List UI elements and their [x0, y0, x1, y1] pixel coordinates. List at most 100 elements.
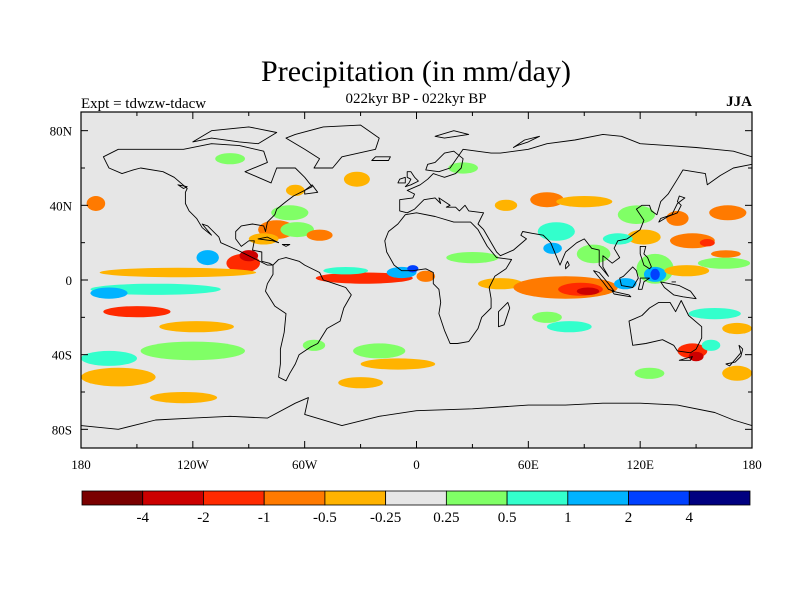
latitude-axis: 80N 40N 0 40S 80S — [50, 124, 752, 437]
anomaly-region-10 — [81, 367, 156, 387]
coastline-28 — [678, 356, 693, 361]
anomaly-region-16 — [271, 205, 309, 221]
anomaly-region-15 — [280, 222, 315, 238]
anomaly-region-6 — [196, 250, 219, 266]
coastline-20 — [257, 236, 280, 244]
figure-title: Precipitation (in mm/day) — [261, 55, 571, 88]
lat-tick-label-3: 40S — [52, 348, 72, 363]
anomaly-region-30 — [494, 199, 518, 211]
anomaly-region-38 — [576, 287, 600, 295]
lon-tick-label-5: 120E — [626, 457, 654, 472]
experiment-label: Expt = tdwzw-tdacw — [81, 96, 206, 112]
coastline-6 — [81, 397, 752, 448]
colorbar-label-4: -0.25 — [370, 510, 401, 526]
coastline-16 — [404, 171, 419, 188]
lon-tick-label-0: 180 — [71, 457, 91, 472]
coastline-13 — [658, 195, 686, 223]
lon-tick-label-6: 180 — [742, 457, 762, 472]
colorbar-swatch-10 — [688, 490, 751, 506]
colorbar-label-9: 4 — [686, 510, 694, 526]
lon-tick-label-3: 0 — [413, 457, 420, 472]
coastline-2 — [285, 124, 380, 169]
anomaly-region-19 — [315, 272, 413, 284]
coastline-26 — [512, 135, 540, 148]
anomaly-region-62 — [722, 365, 752, 381]
colorbar-label-8: 2 — [625, 510, 633, 526]
anomaly-region-59 — [688, 351, 704, 362]
anomaly-region-32 — [530, 192, 564, 208]
anomaly-region-51 — [664, 265, 710, 277]
lon-tick-label-2: 60W — [292, 457, 318, 472]
anomaly-region-3 — [103, 306, 171, 318]
anomaly-region-18 — [306, 229, 333, 241]
anomaly-region-31 — [448, 162, 478, 174]
anomaly-region-25 — [353, 343, 406, 359]
anomaly-region-48 — [614, 278, 637, 290]
coastline-layer — [81, 124, 752, 448]
coastline-11 — [660, 281, 697, 300]
colorbar-swatch-9 — [628, 490, 690, 506]
colorbar-swatch-7 — [506, 490, 569, 506]
lat-tick-label-2: 0 — [66, 273, 73, 288]
coastline-17 — [397, 176, 406, 184]
lon-tick-label-4: 60E — [518, 457, 539, 472]
anomaly-region-8 — [140, 341, 245, 361]
coastline-24 — [192, 126, 278, 145]
anomaly-region-56 — [688, 308, 741, 320]
coastline-22 — [304, 184, 319, 195]
coastline-19 — [725, 344, 744, 367]
anomaly-region-47 — [650, 268, 660, 280]
anomaly-region-43 — [627, 229, 661, 245]
anomaly-region-7 — [159, 321, 234, 333]
anomaly-region-24 — [343, 171, 370, 187]
colorbar-swatch-4 — [324, 490, 387, 506]
anomaly-region-20 — [323, 267, 369, 275]
anomaly-region-55 — [711, 250, 741, 258]
coastline-0 — [102, 143, 313, 266]
anomaly-region-26 — [360, 358, 436, 370]
season-label: JJA — [726, 94, 752, 110]
anomaly-region-61 — [634, 367, 665, 379]
anomaly-region-14 — [248, 233, 279, 245]
coastline-18 — [371, 156, 391, 161]
colorbar-label-0: -4 — [136, 510, 149, 526]
coastline-10 — [637, 277, 650, 290]
colorbar-label-3: -0.5 — [313, 510, 337, 526]
colorbar-label-1: -2 — [197, 510, 210, 526]
anomaly-region-39 — [546, 321, 592, 333]
colorbar-swatch-3 — [263, 490, 326, 506]
anomaly-region-57 — [722, 322, 752, 335]
colorbar-label-5: 0.25 — [433, 510, 459, 526]
anomaly-region-44 — [602, 233, 633, 245]
coastline-3 — [384, 212, 513, 344]
colorbar-label-6: 0.5 — [498, 510, 517, 526]
longitude-axis: 180 120W 60W 0 60E 120E 180 — [71, 112, 762, 472]
anomaly-region-22 — [407, 265, 419, 273]
anomaly-region-9 — [81, 350, 137, 366]
anomaly-region-11 — [149, 392, 218, 404]
anomaly-region-27 — [338, 377, 383, 389]
anomaly-region-64 — [215, 153, 246, 165]
coastline-23 — [177, 184, 188, 189]
anomaly-region-33 — [537, 222, 575, 241]
colorbar-swatch-6 — [445, 490, 508, 506]
colorbar-swatch-1 — [142, 490, 204, 506]
coastline-1 — [265, 257, 352, 382]
lat-tick-label-0: 80N — [50, 124, 73, 139]
coastline-8 — [619, 266, 639, 288]
colorbar: -4 -2 -1 -0.5 -0.25 0.25 0.5 1 2 4 — [81, 490, 751, 526]
figure-subtitle: 022kyr BP - 022kyr BP — [345, 91, 486, 107]
lat-tick-label-1: 40N — [50, 198, 73, 213]
anomaly-region-17 — [286, 184, 305, 196]
anomaly-region-12 — [86, 196, 106, 211]
anomaly-region-2 — [99, 267, 257, 278]
anomaly-layer — [81, 153, 752, 404]
coastline-12 — [639, 245, 652, 270]
coastline-9 — [611, 290, 632, 298]
colorbar-label-2: -1 — [258, 510, 271, 526]
colorbar-swatch-0 — [81, 490, 144, 506]
colorbar-label-7: 1 — [564, 510, 572, 526]
anomaly-region-23 — [416, 270, 436, 282]
anomaly-region-54 — [697, 257, 751, 269]
